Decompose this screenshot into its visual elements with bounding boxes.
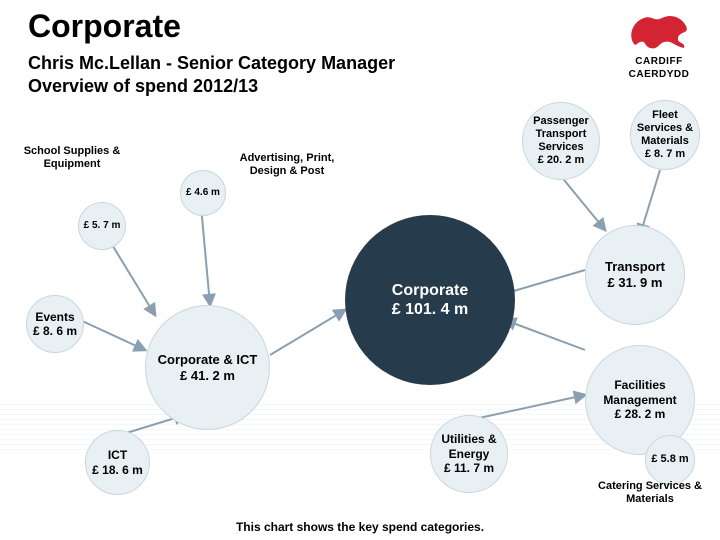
bubble-ict: ICT£ 18. 6 m xyxy=(85,430,150,495)
central-value: £ 101. 4 m xyxy=(392,300,469,319)
bubble-events: Events£ 8. 6 m xyxy=(26,295,84,353)
bubble-corporate-total: Corporate £ 101. 4 m xyxy=(345,215,515,385)
bubble-util: Utilities & Energy£ 11. 7 m xyxy=(430,415,508,493)
footer-caption: This chart shows the key spend categorie… xyxy=(236,520,484,534)
page-subtitle: Chris Mc.Lellan - Senior Category Manage… xyxy=(28,52,395,97)
bubble-catering: £ 5.8 m xyxy=(645,435,695,485)
connector-arrow xyxy=(505,320,585,350)
label-school: School Supplies & Equipment xyxy=(22,145,122,170)
subtitle-line2: Overview of spend 2012/13 xyxy=(28,76,258,96)
bubble-transport: Transport£ 31. 9 m xyxy=(585,225,685,325)
page-title: Corporate xyxy=(28,8,181,45)
central-label: Corporate xyxy=(392,281,469,300)
subtitle-line1: Chris Mc.Lellan - Senior Category Manage… xyxy=(28,53,395,73)
bubble-corp_ict: Corporate & ICT£ 41. 2 m xyxy=(145,305,270,430)
bubble-school: £ 5. 7 m xyxy=(78,202,126,250)
bubble-adv: £ 4.6 m xyxy=(180,170,226,216)
connector-arrow xyxy=(560,175,605,230)
connector-arrow xyxy=(80,320,145,350)
label-catering: Catering Services & Materials xyxy=(585,480,715,505)
logo-text-2: CAERDYDD xyxy=(616,69,702,80)
cardiff-logo: CARDIFF CAERDYDD xyxy=(616,6,702,80)
bubble-fleet: Fleet Services & Materials£ 8. 7 m xyxy=(630,100,700,170)
logo-text-1: CARDIFF xyxy=(616,56,702,67)
bubble-pass: Passenger Transport Services£ 20. 2 m xyxy=(522,102,600,180)
connector-arrow xyxy=(270,310,345,355)
label-adv: Advertising, Print, Design & Post xyxy=(232,152,342,177)
dragon-icon xyxy=(624,6,694,54)
